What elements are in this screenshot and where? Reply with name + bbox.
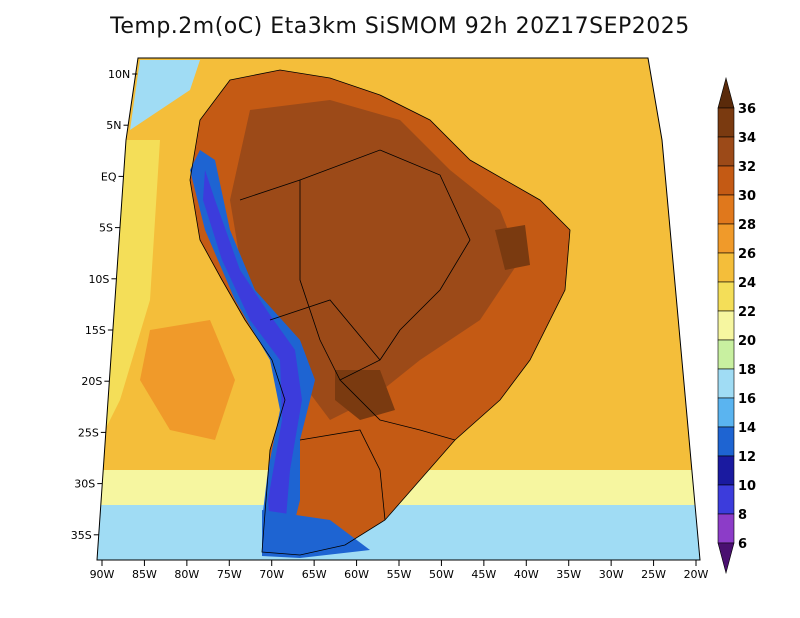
ocean-south-band <box>97 500 700 560</box>
lat-label: 20S <box>81 375 102 388</box>
lat-label: 35S <box>71 529 92 542</box>
colorbar-swatch <box>717 252 735 283</box>
lat-label: 15S <box>85 324 106 337</box>
colorbar: 36 34 32 30 28 26 24 22 20 18 16 14 12 10 8 6 <box>717 76 756 575</box>
lon-label: 20W <box>684 568 709 581</box>
colorbar-label: 14 <box>738 421 756 436</box>
colorbar-label: 24 <box>738 276 756 291</box>
colorbar-swatch <box>717 426 735 457</box>
colorbar-label: 30 <box>738 189 756 204</box>
colorbar-label: 22 <box>738 305 756 320</box>
colorbar-label: 20 <box>738 334 756 349</box>
lat-label: 10S <box>88 273 109 286</box>
lon-label: 55W <box>387 568 412 581</box>
lon-label: 65W <box>302 568 327 581</box>
colorbar-label: 32 <box>738 160 756 175</box>
lat-label: 25S <box>78 426 99 439</box>
lon-label: 90W <box>90 568 115 581</box>
colorbar-label: 10 <box>738 479 756 494</box>
colorbar-swatch <box>717 339 735 370</box>
colorbar-swatch <box>717 107 735 138</box>
colorbar-swatch <box>717 513 735 544</box>
lon-label: 70W <box>259 568 284 581</box>
map-title: Temp.2m(oC) Eta3km SiSMOM 92h 20Z17SEP20… <box>110 14 690 39</box>
lat-label: 5N <box>106 119 121 132</box>
temperature-field <box>97 58 700 560</box>
lat-label: 10N <box>108 68 130 81</box>
colorbar-label: 36 <box>738 102 756 117</box>
lon-label: 35W <box>556 568 581 581</box>
colorbar-label: 28 <box>738 218 756 233</box>
pacific-warm-patch <box>140 320 235 440</box>
colorbar-swatch <box>717 368 735 399</box>
lon-label: 45W <box>471 568 496 581</box>
colorbar-label: 26 <box>738 247 756 262</box>
lon-label: 60W <box>344 568 369 581</box>
lon-label: 85W <box>132 568 157 581</box>
colorbar-label: 8 <box>738 508 747 523</box>
lon-label: 50W <box>429 568 454 581</box>
colorbar-label: 18 <box>738 363 756 378</box>
lon-label: 30W <box>599 568 624 581</box>
latitude-axis: 10N 5N EQ 5S 10S 15S 20S 25S 30S 35S <box>71 68 138 542</box>
land-very-hot-region <box>335 225 530 420</box>
colorbar-bottom-arrow <box>717 542 735 575</box>
colorbar-top-arrow <box>717 76 735 109</box>
ocean-west-strip <box>105 140 160 430</box>
colorbar-swatch <box>717 281 735 312</box>
colorbar-swatch <box>717 165 735 196</box>
colorbar-swatch <box>717 223 735 254</box>
lat-label: EQ <box>101 170 117 183</box>
lon-label: 40W <box>514 568 539 581</box>
patagonia-cold <box>262 510 370 558</box>
country-borders <box>189 69 571 556</box>
colorbar-label: 6 <box>738 537 747 552</box>
longitude-axis: 90W 85W 80W 75W 70W 65W 60W 55W 50W 45W 40W 35W 30W 2… <box>90 560 709 581</box>
colorbar-swatch <box>717 455 735 486</box>
land-hot-region <box>230 100 520 420</box>
plot-frame <box>96 57 701 561</box>
ocean-northwest-cold <box>130 60 200 130</box>
lon-label: 25W <box>641 568 666 581</box>
colorbar-swatch <box>717 194 735 225</box>
lat-label: 30S <box>74 478 95 491</box>
colorbar-label: 12 <box>738 450 756 465</box>
lat-label: 5S <box>99 222 113 235</box>
lon-label: 80W <box>174 568 199 581</box>
lon-label: 75W <box>217 568 242 581</box>
colorbar-swatch <box>717 310 735 341</box>
colorbar-swatch <box>717 484 735 515</box>
colorbar-swatch <box>717 136 735 167</box>
colorbar-label: 34 <box>738 131 756 146</box>
colorbar-swatch <box>717 397 735 428</box>
colorbar-label: 16 <box>738 392 756 407</box>
andes-coldest-core <box>203 170 302 548</box>
